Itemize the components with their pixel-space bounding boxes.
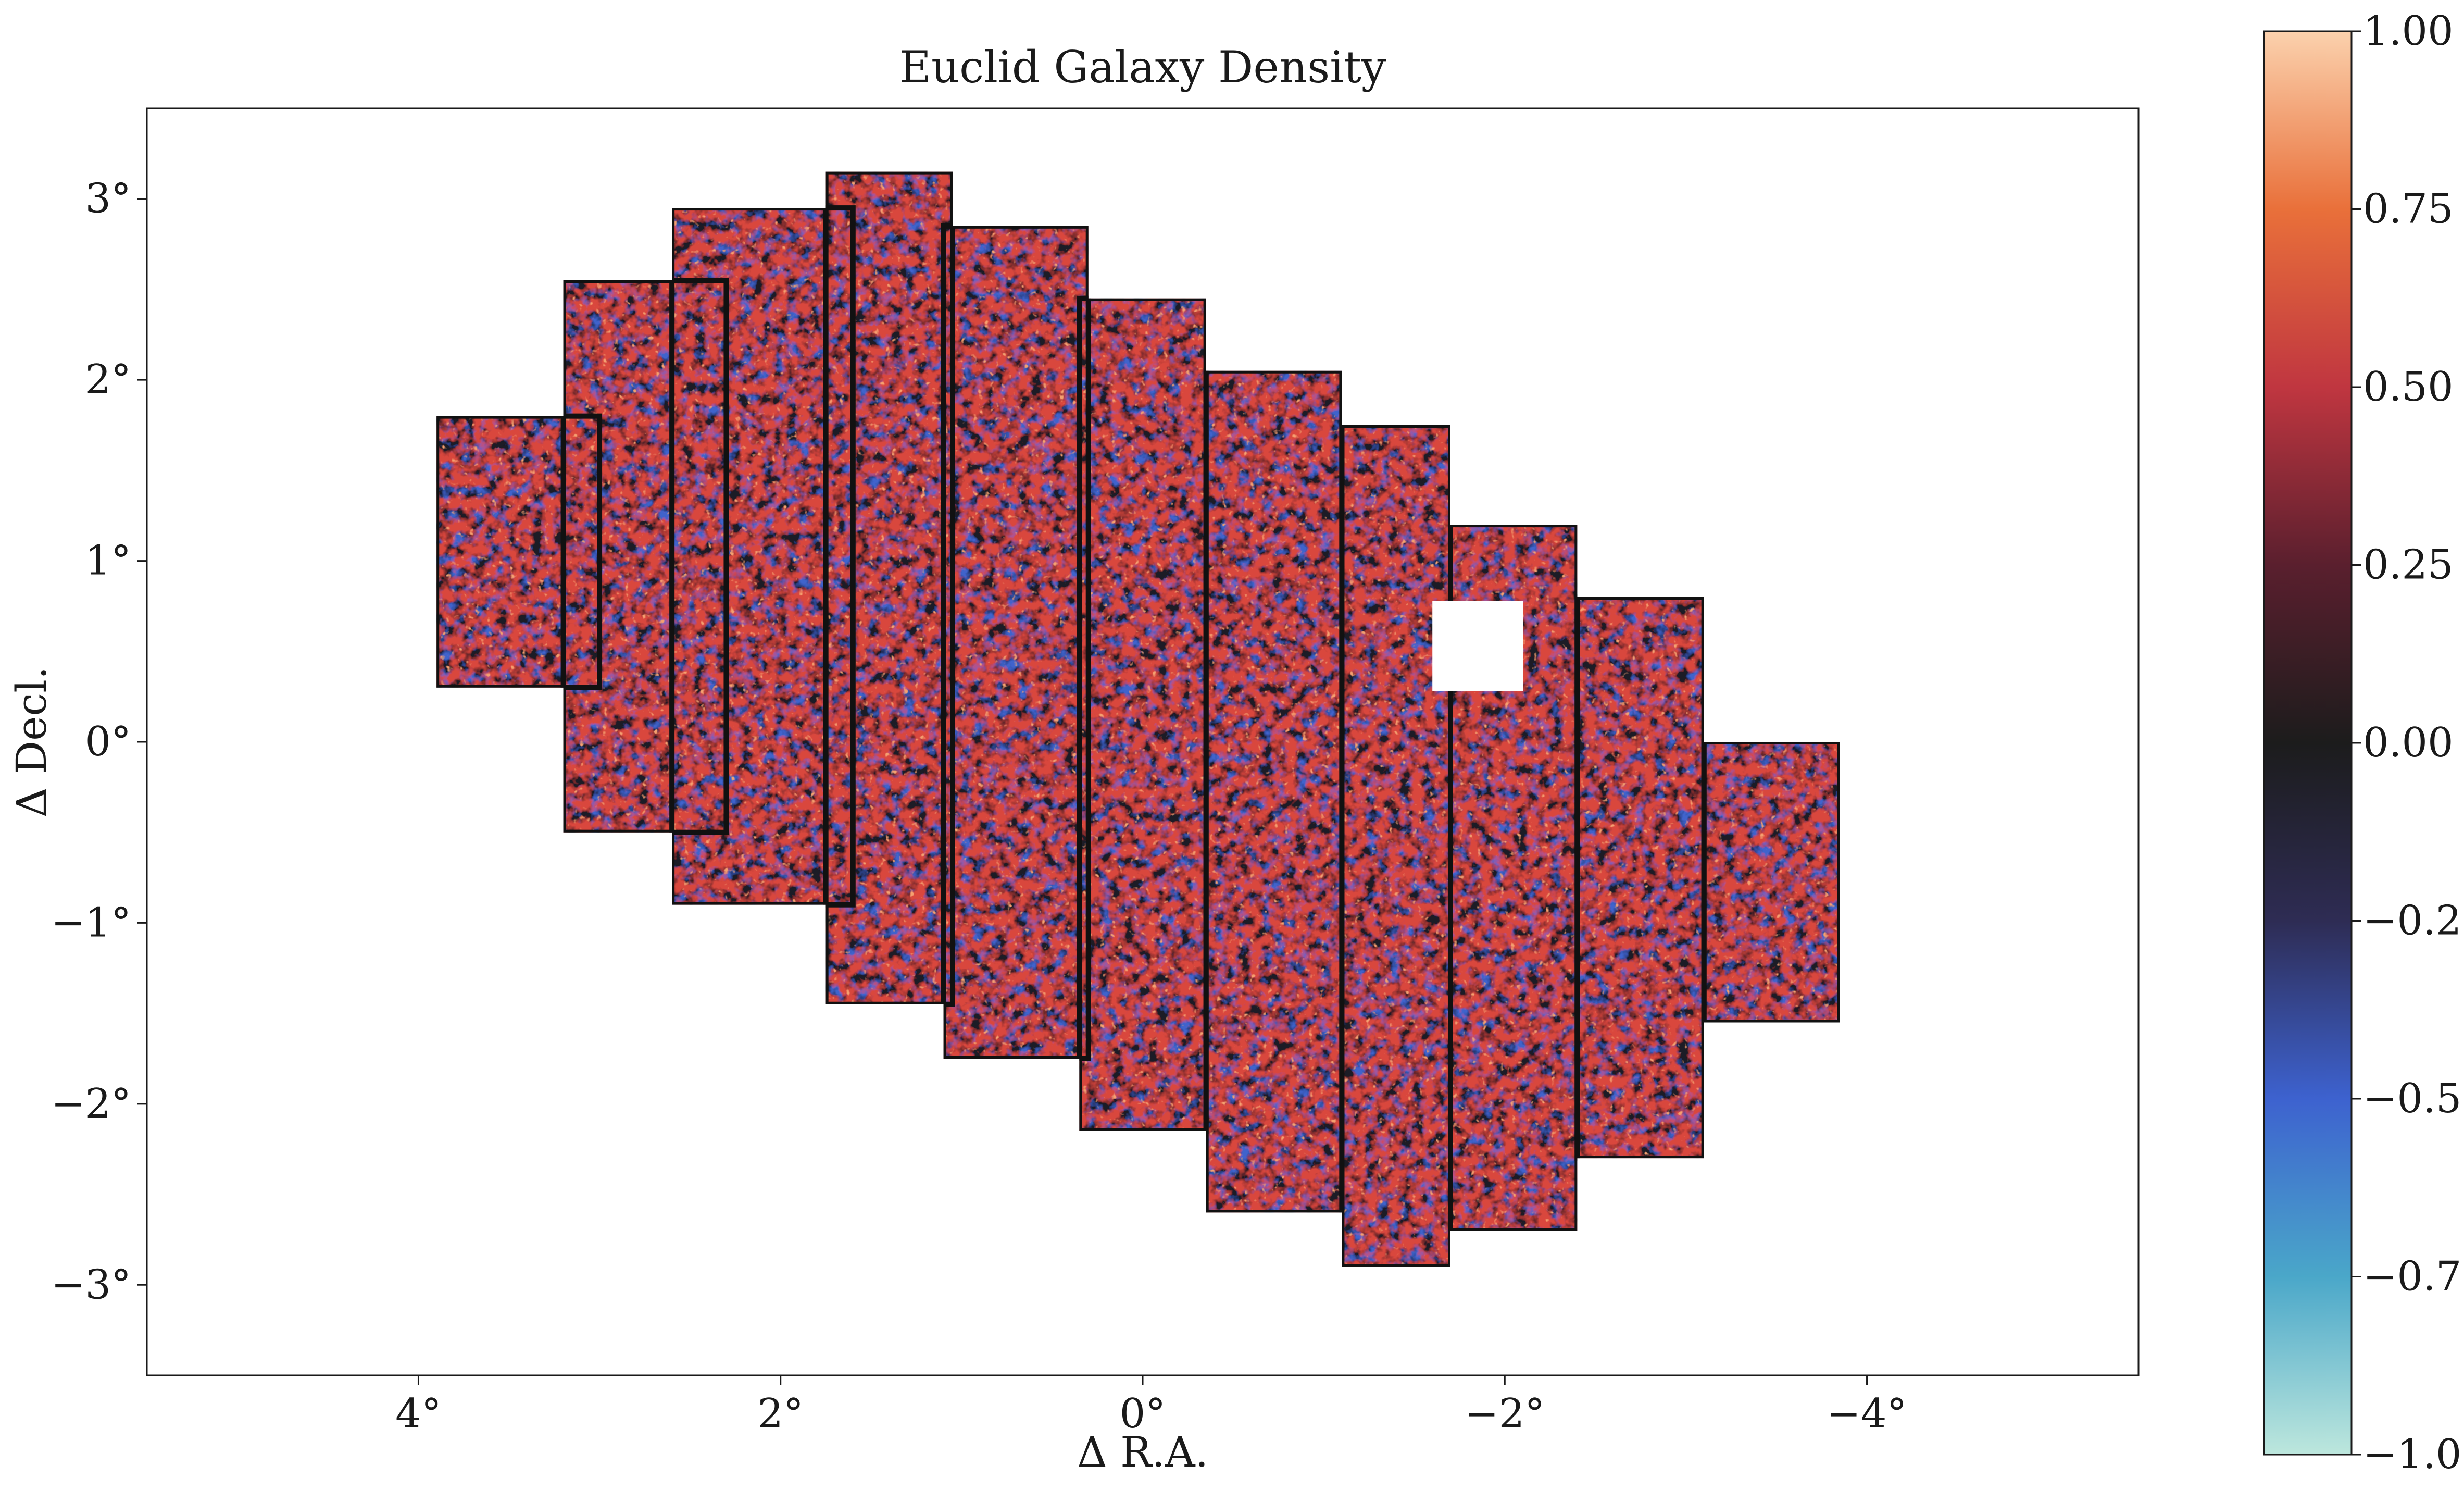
y-axis-title: Δ Decl. bbox=[7, 666, 56, 818]
masked-region bbox=[1432, 601, 1523, 691]
colorbar-tick-label: −0.25 bbox=[2363, 898, 2464, 945]
x-tick-label: −2° bbox=[1465, 1390, 1545, 1437]
survey-tile bbox=[823, 171, 955, 1007]
colorbar-gradient bbox=[2263, 30, 2353, 1456]
y-tick-label: 1° bbox=[85, 538, 131, 585]
x-axis: 4° 2° 0° −2° −4° bbox=[395, 1375, 1907, 1437]
survey-tile bbox=[941, 223, 1091, 1061]
colorbar-tick-label: −0.50 bbox=[2363, 1075, 2464, 1122]
colorbar-ticks: 1.00 0.75 0.50 0.25 0.00 −0.25 −0.50 −0.75 −1.00 bbox=[2352, 8, 2464, 1478]
y-tick-label: 2° bbox=[85, 356, 131, 403]
survey-tile bbox=[560, 278, 729, 835]
survey-tile bbox=[669, 205, 856, 908]
survey-tile bbox=[1701, 739, 1840, 1025]
y-axis: 3° 2° 1° 0° −1° −2° −3° bbox=[51, 176, 147, 1308]
x-tick-label: 0° bbox=[1120, 1390, 1166, 1437]
colorbar-tick-label: 0.00 bbox=[2363, 719, 2454, 766]
y-tick-label: 3° bbox=[85, 176, 131, 222]
heatmap-area bbox=[436, 171, 1840, 1267]
x-tick-label: −4° bbox=[1827, 1390, 1907, 1437]
y-tick-label: −2° bbox=[51, 1081, 131, 1127]
y-tick-label: −3° bbox=[51, 1261, 131, 1308]
colorbar-tick-label: 0.50 bbox=[2363, 364, 2454, 411]
y-tick-label: 0° bbox=[85, 718, 131, 765]
survey-tile bbox=[436, 413, 603, 690]
x-axis-title: Δ R.A. bbox=[1077, 1428, 1208, 1476]
colorbar-tick-label: 0.25 bbox=[2363, 542, 2454, 589]
x-tick-label: 2° bbox=[757, 1390, 804, 1437]
x-tick-label: 4° bbox=[395, 1390, 442, 1437]
colorbar-tick-label: 1.00 bbox=[2363, 8, 2454, 55]
colorbar: 1.00 0.75 0.50 0.25 0.00 −0.25 −0.50 −0.75 −1.00 bbox=[2263, 8, 2464, 1478]
colorbar-tick-label: −1.00 bbox=[2363, 1431, 2464, 1478]
colorbar-tick-label: 0.75 bbox=[2363, 186, 2454, 233]
chart-title: Euclid Galaxy Density bbox=[899, 42, 1386, 93]
colorbar-tick-label: −0.75 bbox=[2363, 1253, 2464, 1300]
y-tick-label: −1° bbox=[51, 899, 131, 946]
